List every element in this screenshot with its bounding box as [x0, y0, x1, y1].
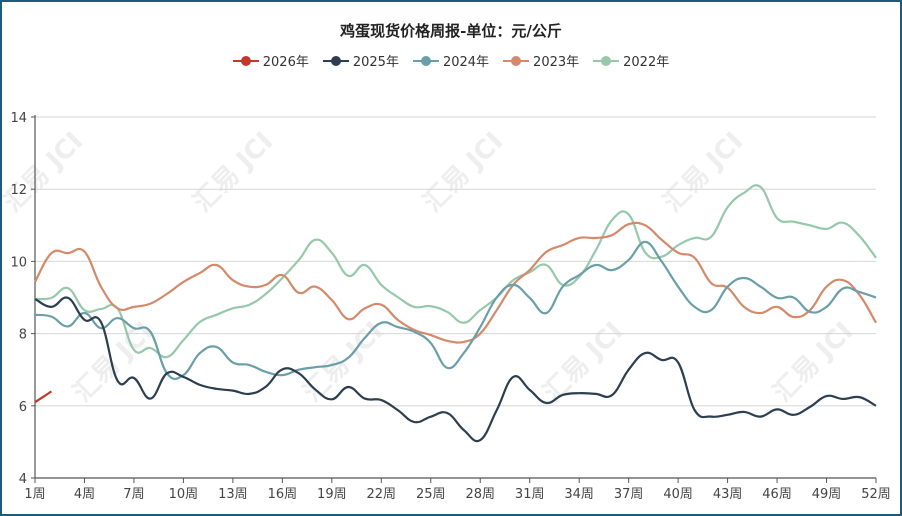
x-tick-label: 13周 [218, 487, 248, 502]
y-tick-label: 14 [10, 111, 27, 126]
x-tick-label: 4周 [74, 487, 95, 502]
x-tick-label: 10周 [169, 487, 199, 502]
x-tick-label: 52周 [861, 487, 891, 502]
legend-label: 2025年 [352, 55, 399, 70]
legend-marker-icon [503, 55, 530, 66]
series-line-2022年 [34, 184, 877, 359]
x-tick-label: 34周 [564, 487, 594, 502]
x-tick-label: 43周 [713, 487, 743, 502]
legend-item[interactable]: 2024年 [412, 51, 490, 70]
x-tick-label: 19周 [317, 487, 347, 502]
x-tick-label: 49周 [812, 487, 842, 502]
x-tick-label: 28周 [465, 487, 495, 502]
legend-label: 2024年 [442, 55, 490, 70]
y-tick-label: 12 [10, 183, 27, 198]
x-tick-label: 46周 [762, 487, 792, 502]
y-tick-label: 10 [10, 255, 27, 270]
x-tick-label: 37周 [614, 487, 644, 502]
y-tick-label: 8 [19, 328, 27, 343]
legend-item[interactable]: 2025年 [322, 51, 399, 70]
legend-label: 2022年 [623, 55, 670, 70]
legend: 2026年 2025年 2024年 2023年 2022年 [2, 51, 900, 70]
series-line-2026年 [34, 390, 53, 404]
legend-item[interactable]: 2026年 [232, 51, 309, 70]
legend-item[interactable]: 2023年 [503, 51, 579, 70]
x-tick-label: 22周 [367, 487, 397, 502]
legend-marker-icon [593, 55, 620, 66]
series-line-2025年 [34, 296, 877, 443]
legend-marker-icon [412, 55, 439, 66]
legend-item[interactable]: 2022年 [593, 51, 669, 70]
series-line-2023年 [34, 221, 877, 344]
x-tick-label: 16周 [268, 487, 298, 502]
x-tick-label: 25周 [416, 487, 446, 502]
y-tick-label: 6 [19, 400, 27, 415]
legend-label: 2023年 [533, 55, 580, 70]
x-tick-label: 31周 [515, 487, 545, 502]
legend-marker-icon [232, 55, 259, 66]
x-tick-label: 1周 [24, 487, 45, 502]
legend-marker-icon [322, 55, 349, 66]
y-tick-label: 4 [19, 472, 27, 487]
x-tick-label: 40周 [663, 487, 693, 502]
legend-label: 2026年 [262, 55, 309, 70]
x-tick-label: 7周 [123, 487, 144, 502]
chart-title: 鸡蛋现货价格周报-单位：元/公斤 [340, 22, 562, 40]
series-line-2024年 [34, 240, 877, 381]
